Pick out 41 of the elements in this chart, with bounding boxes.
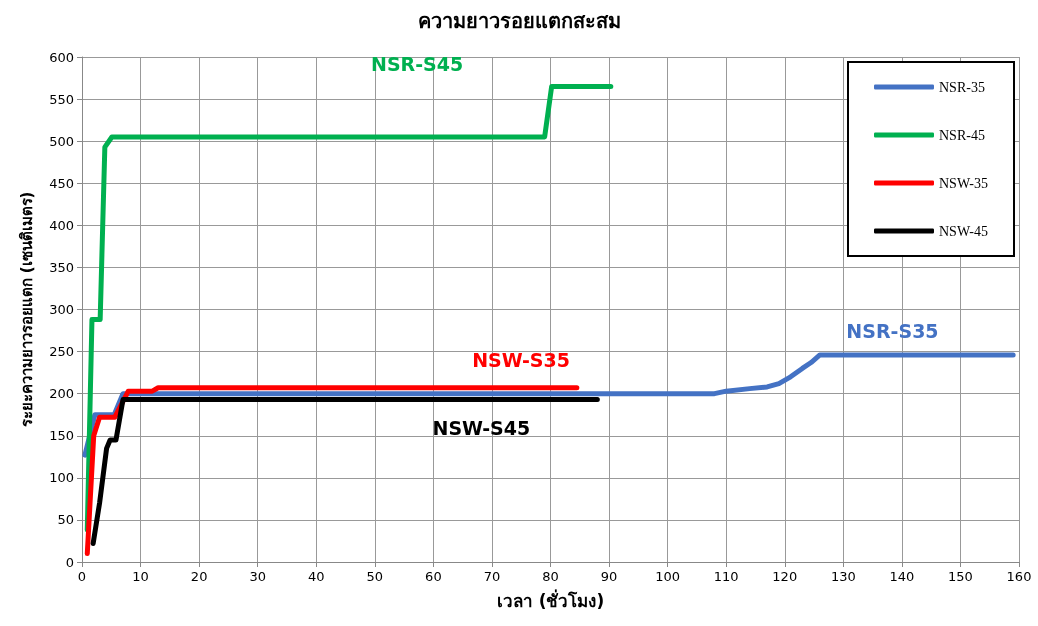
x-tick-label: 70 <box>483 569 501 584</box>
x-tick-label: 120 <box>772 569 798 584</box>
y-tick-label: 200 <box>49 386 74 402</box>
x-tick-label: 160 <box>1006 569 1032 584</box>
x-tick-label: 140 <box>889 569 915 584</box>
y-tick-label: 250 <box>49 344 74 360</box>
x-tick-label: 100 <box>655 569 681 584</box>
legend-label: NSR-45 <box>939 127 985 143</box>
x-tick-label: 0 <box>77 569 87 584</box>
legend-label: NSR-35 <box>939 79 985 95</box>
annotation: NSW-S35 <box>472 348 570 371</box>
y-tick-label: 100 <box>49 470 74 486</box>
x-tick-label: 40 <box>307 569 325 584</box>
annotation: NSR-S35 <box>846 319 939 342</box>
x-tick-label: 90 <box>600 569 618 584</box>
annotation: NSW-S45 <box>432 416 531 439</box>
y-tick-label: 550 <box>49 91 74 107</box>
x-tick-label: 130 <box>830 569 856 584</box>
x-tick-label: 10 <box>132 569 149 584</box>
y-tick-label: 450 <box>49 175 74 191</box>
x-tick-label: 60 <box>425 569 442 584</box>
annotation: NSR-S45 <box>370 53 464 76</box>
y-axis-title: ระยะความยาวรอยแตก (เซนติเมตร) <box>17 191 36 428</box>
x-tick-label: 30 <box>249 569 266 584</box>
x-tick-label: 80 <box>542 569 559 584</box>
x-tick-label: 150 <box>948 569 973 584</box>
legend-label: NSW-35 <box>939 175 988 191</box>
x-axis-title: เวลา (ชั่วโมง) <box>496 588 605 611</box>
x-tick-label: 50 <box>366 569 384 584</box>
y-tick-label: 600 <box>49 49 74 65</box>
y-tick-label: 400 <box>49 217 74 233</box>
x-tick-label: 110 <box>713 569 739 584</box>
y-tick-label: 350 <box>49 259 74 275</box>
legend-label: NSW-45 <box>939 223 988 239</box>
y-tick-label: 50 <box>57 512 74 528</box>
x-tick-label: 20 <box>190 569 208 584</box>
y-tick-label: 150 <box>49 428 74 444</box>
y-tick-label: 500 <box>49 133 74 149</box>
y-tick-label: 300 <box>49 302 74 317</box>
y-tick-label: 0 <box>65 554 74 570</box>
chart-title: ความยาวรอยแตกสะสม <box>417 9 621 33</box>
